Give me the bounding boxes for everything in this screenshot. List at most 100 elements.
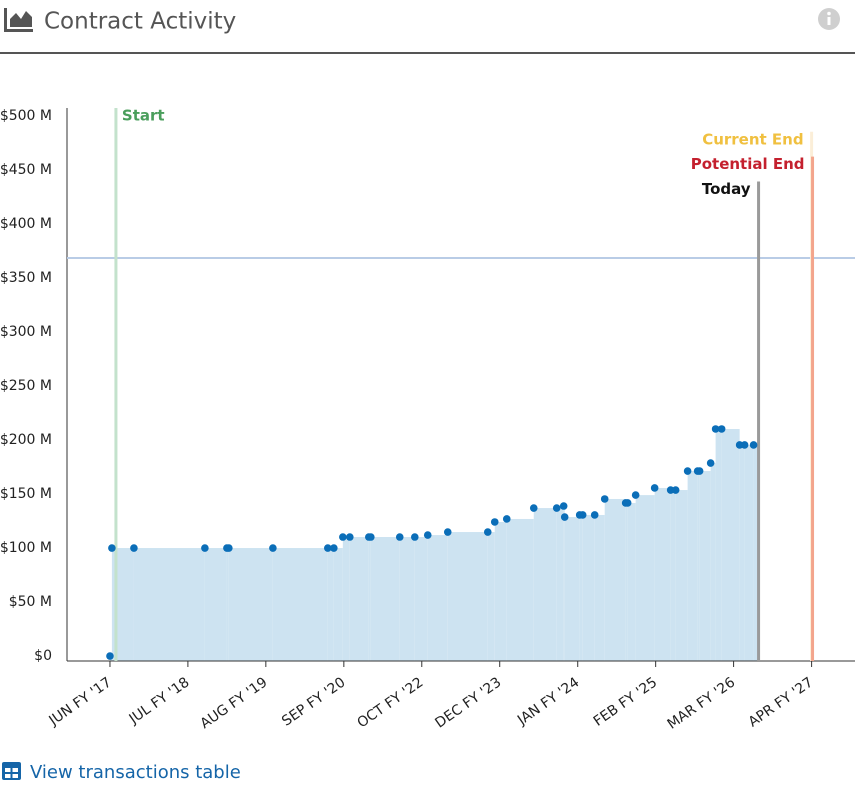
y-tick-label: $350 M <box>0 270 52 286</box>
step-area <box>635 495 655 661</box>
plot: $0 $50 M $100 M $150 M $200 M $250 M $300 M $35… <box>0 106 855 733</box>
step-area <box>370 537 400 661</box>
x-tick-label: FEB FY '25 <box>591 674 661 729</box>
step-area <box>427 535 448 661</box>
step-area <box>487 532 495 661</box>
point <box>683 467 692 475</box>
step-area <box>670 490 676 661</box>
point <box>650 484 659 492</box>
point <box>590 511 599 519</box>
y-tick-label: $250 M <box>0 378 52 394</box>
x-tick-label: APR FY '27 <box>746 674 817 730</box>
step-area <box>564 517 580 661</box>
x-tick-label: DEC FY '23 <box>432 674 504 731</box>
step-area <box>699 471 711 661</box>
step-area <box>533 508 557 661</box>
point <box>367 533 375 541</box>
step-area <box>447 532 488 661</box>
y-tick-label: $300 M <box>0 324 52 340</box>
x-tick-label: AUG FY '19 <box>197 674 270 732</box>
point <box>483 528 492 536</box>
step-area <box>204 548 227 661</box>
point <box>623 499 632 507</box>
y-tick-label: $400 M <box>0 216 52 232</box>
step-area <box>721 428 740 661</box>
point <box>631 491 640 499</box>
point <box>269 544 277 552</box>
step-area <box>368 537 371 661</box>
point <box>339 533 347 541</box>
step-area <box>494 521 507 661</box>
step-area <box>675 490 688 661</box>
point <box>423 531 432 539</box>
point <box>560 513 569 521</box>
step-area <box>349 537 369 661</box>
y-tick-label: $450 M <box>0 162 52 178</box>
point <box>346 533 354 541</box>
point <box>740 441 749 449</box>
point <box>130 544 138 552</box>
step-area <box>710 463 716 661</box>
info-button[interactable] <box>818 8 840 30</box>
x-tick-label: MAR FY '26 <box>665 674 739 732</box>
x-tick-label: SEP FY '20 <box>279 674 348 729</box>
step-area <box>228 548 273 661</box>
x-tick-label: JUN FY '17 <box>46 674 115 729</box>
step-area <box>627 502 636 661</box>
step-area <box>697 471 700 661</box>
point <box>706 459 715 467</box>
point <box>323 544 332 552</box>
step-area <box>506 518 534 661</box>
header-icon <box>4 8 33 32</box>
point <box>490 518 499 526</box>
step-area <box>414 537 428 661</box>
point <box>225 544 233 552</box>
marker-label: Today <box>702 180 751 198</box>
step-area <box>753 444 759 661</box>
point <box>529 504 538 512</box>
point <box>106 652 114 660</box>
x-tick-label: JAN FY '24 <box>514 674 582 729</box>
step-area <box>327 548 334 661</box>
transactions-link[interactable]: View transactions table <box>30 762 241 783</box>
point <box>443 528 452 536</box>
step-area <box>625 502 628 661</box>
x-tick-label: OCT FY '22 <box>355 674 427 731</box>
step-area <box>133 548 205 661</box>
step-area <box>399 537 415 661</box>
step-area <box>687 471 698 661</box>
point <box>559 502 568 510</box>
point <box>552 504 561 512</box>
step-area <box>654 487 671 661</box>
step-area <box>342 537 350 661</box>
point <box>395 533 404 541</box>
step-area <box>582 514 595 661</box>
step-area <box>739 444 745 661</box>
point <box>201 544 209 552</box>
point <box>671 486 680 494</box>
step-area <box>594 514 605 661</box>
y-tick-label: $200 M <box>0 432 52 448</box>
y-tick-label: $150 M <box>0 486 52 502</box>
point <box>410 533 419 541</box>
point <box>502 515 511 523</box>
point <box>600 495 609 503</box>
y-tick-label: $0 <box>34 648 52 664</box>
point <box>330 544 338 552</box>
step-area <box>226 548 229 661</box>
table-icon[interactable] <box>2 762 21 780</box>
point <box>749 441 758 449</box>
step-area <box>272 548 328 661</box>
step-area <box>333 548 343 661</box>
step-area <box>563 506 565 661</box>
y-tick-label: $500 M <box>0 108 52 124</box>
step-area <box>604 498 626 661</box>
point <box>578 511 587 519</box>
y-tick-label: $50 M <box>9 594 52 610</box>
point <box>695 467 704 475</box>
marker-label: Start <box>122 106 165 124</box>
step-area <box>744 444 754 661</box>
point <box>711 425 720 433</box>
header-title: Contract Activity <box>44 9 236 35</box>
step-area <box>579 514 583 661</box>
